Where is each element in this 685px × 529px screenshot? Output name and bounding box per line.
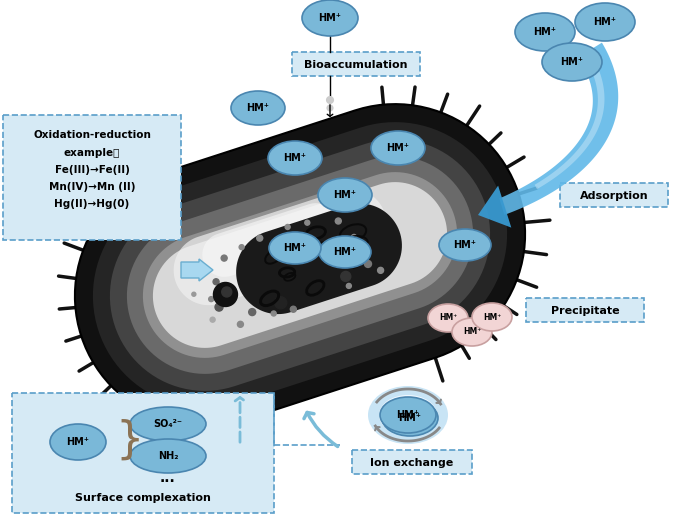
- Ellipse shape: [268, 141, 322, 175]
- Text: Mn(IV)→Mn (II): Mn(IV)→Mn (II): [49, 182, 135, 192]
- Polygon shape: [499, 43, 619, 215]
- Circle shape: [214, 282, 238, 306]
- Text: Precipitate: Precipitate: [551, 306, 619, 316]
- Text: HM⁺: HM⁺: [397, 410, 419, 420]
- Polygon shape: [153, 182, 447, 348]
- Text: HM⁺: HM⁺: [453, 240, 477, 250]
- Text: HM⁺: HM⁺: [284, 153, 306, 163]
- Ellipse shape: [371, 131, 425, 165]
- Ellipse shape: [575, 3, 635, 41]
- Ellipse shape: [130, 407, 206, 441]
- Circle shape: [351, 234, 356, 240]
- Circle shape: [305, 220, 310, 225]
- Text: HM⁺: HM⁺: [284, 243, 306, 253]
- FancyBboxPatch shape: [352, 450, 472, 474]
- Text: NH₂: NH₂: [158, 451, 178, 461]
- Polygon shape: [174, 189, 386, 305]
- Ellipse shape: [318, 178, 372, 212]
- Ellipse shape: [50, 424, 106, 460]
- Ellipse shape: [380, 397, 436, 433]
- Text: Bioaccumulation: Bioaccumulation: [304, 60, 408, 70]
- Text: example：: example：: [64, 148, 120, 158]
- Ellipse shape: [515, 13, 575, 51]
- Ellipse shape: [368, 386, 448, 444]
- Circle shape: [285, 224, 290, 230]
- Text: }: }: [116, 418, 144, 461]
- Text: HM⁺: HM⁺: [247, 103, 269, 113]
- Circle shape: [327, 96, 334, 104]
- Text: SO₄²⁻: SO₄²⁻: [153, 419, 182, 429]
- Ellipse shape: [130, 439, 206, 473]
- Circle shape: [327, 105, 333, 111]
- Ellipse shape: [379, 395, 437, 435]
- Text: HM⁺: HM⁺: [439, 314, 457, 323]
- Ellipse shape: [452, 318, 492, 346]
- Text: Hg(II)→Hg(0): Hg(II)→Hg(0): [54, 199, 129, 209]
- Ellipse shape: [319, 236, 371, 268]
- Text: HM⁺: HM⁺: [463, 327, 481, 336]
- Text: HM⁺: HM⁺: [386, 143, 410, 153]
- Circle shape: [210, 317, 215, 322]
- Ellipse shape: [428, 304, 468, 332]
- Polygon shape: [478, 186, 511, 227]
- Polygon shape: [75, 104, 525, 426]
- Circle shape: [209, 297, 214, 302]
- Circle shape: [377, 267, 384, 273]
- Text: ...: ...: [160, 471, 176, 485]
- FancyBboxPatch shape: [12, 393, 274, 513]
- Text: Adsorption: Adsorption: [580, 191, 648, 201]
- FancyBboxPatch shape: [560, 183, 668, 207]
- Text: Oxidation-reduction: Oxidation-reduction: [33, 130, 151, 140]
- Polygon shape: [202, 203, 338, 277]
- Text: Ion exchange: Ion exchange: [371, 458, 453, 468]
- Polygon shape: [236, 204, 402, 314]
- Ellipse shape: [542, 43, 602, 81]
- Text: HM⁺: HM⁺: [483, 313, 501, 322]
- Circle shape: [213, 279, 219, 285]
- Text: Fe(III)→Fe(II): Fe(III)→Fe(II): [55, 165, 129, 175]
- Text: HM⁺: HM⁺: [334, 247, 356, 257]
- Circle shape: [257, 235, 263, 241]
- Circle shape: [347, 284, 351, 288]
- Circle shape: [221, 255, 227, 261]
- Text: HM⁺: HM⁺: [334, 190, 356, 200]
- Circle shape: [271, 311, 276, 316]
- Circle shape: [239, 245, 244, 250]
- Polygon shape: [93, 122, 507, 408]
- Ellipse shape: [439, 229, 491, 261]
- FancyArrow shape: [181, 259, 213, 281]
- Circle shape: [290, 306, 297, 312]
- FancyBboxPatch shape: [3, 115, 181, 240]
- Circle shape: [222, 287, 232, 297]
- Text: HM⁺: HM⁺: [593, 17, 616, 27]
- Ellipse shape: [382, 400, 438, 436]
- Text: HM⁺: HM⁺: [66, 437, 90, 447]
- Circle shape: [192, 292, 196, 296]
- Ellipse shape: [302, 0, 358, 36]
- Circle shape: [215, 303, 223, 311]
- Circle shape: [238, 321, 243, 327]
- Circle shape: [275, 297, 287, 309]
- FancyBboxPatch shape: [526, 298, 644, 322]
- Text: HM⁺: HM⁺: [319, 13, 342, 23]
- Polygon shape: [110, 139, 490, 391]
- Text: HM⁺: HM⁺: [534, 27, 556, 37]
- Circle shape: [364, 260, 371, 268]
- Polygon shape: [143, 172, 457, 358]
- Circle shape: [335, 218, 341, 224]
- Ellipse shape: [269, 232, 321, 264]
- Text: HM⁺: HM⁺: [560, 57, 584, 67]
- Text: Surface complexation: Surface complexation: [75, 493, 211, 503]
- Circle shape: [249, 308, 256, 316]
- Polygon shape: [534, 51, 604, 189]
- Ellipse shape: [231, 91, 285, 125]
- FancyBboxPatch shape: [292, 52, 420, 76]
- Circle shape: [340, 271, 351, 281]
- Polygon shape: [127, 156, 473, 374]
- Text: HM⁺: HM⁺: [399, 413, 421, 423]
- Ellipse shape: [472, 303, 512, 331]
